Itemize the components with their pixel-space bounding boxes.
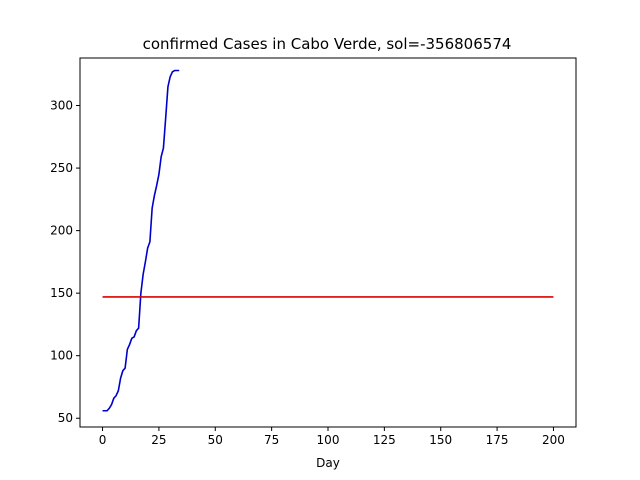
plot-frame xyxy=(79,57,577,428)
y-tick-label: 200 xyxy=(50,224,73,238)
y-tick-label: 150 xyxy=(50,286,73,300)
chart-title: confirmed Cases in Cabo Verde, sol=-3568… xyxy=(143,35,512,53)
x-tick-label: 100 xyxy=(317,433,340,447)
x-axis-ticks: 0 25 50 75 100 125 150 175 200 xyxy=(99,427,565,447)
x-tick-label: 50 xyxy=(208,433,223,447)
y-tick-label: 50 xyxy=(58,411,73,425)
y-tick-label: 250 xyxy=(50,161,73,175)
x-tick-label: 125 xyxy=(373,433,396,447)
x-tick-label: 0 xyxy=(99,433,107,447)
y-tick-label: 300 xyxy=(50,99,73,113)
series-line-0 xyxy=(102,69,180,412)
x-tick-label: 175 xyxy=(486,433,509,447)
y-tick-label: 100 xyxy=(50,349,73,363)
y-axis-ticks: 50 100 150 200 250 300 xyxy=(50,99,80,425)
x-tick-label: 25 xyxy=(151,433,166,447)
x-tick-label: 150 xyxy=(429,433,452,447)
x-tick-label: 200 xyxy=(542,433,565,447)
x-tick-label: 75 xyxy=(264,433,279,447)
series-layer xyxy=(102,69,554,412)
x-axis-label: Day xyxy=(316,456,340,470)
